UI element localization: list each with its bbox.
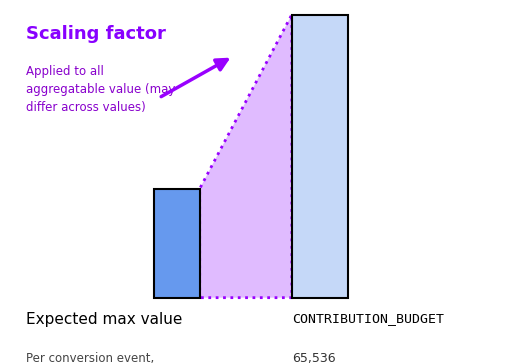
Text: CONTRIBUTION_BUDGET: CONTRIBUTION_BUDGET	[292, 312, 444, 325]
Bar	[154, 189, 200, 298]
Text: Applied to all
aggregatable value (may
differ across values): Applied to all aggregatable value (may d…	[26, 65, 175, 114]
Text: Per conversion event,
across all metrics: Per conversion event, across all metrics	[26, 352, 154, 363]
Text: Scaling factor: Scaling factor	[26, 25, 165, 44]
Text: Expected max value: Expected max value	[26, 312, 182, 327]
Text: 65,536: 65,536	[292, 352, 335, 363]
Bar	[292, 15, 348, 298]
Polygon shape	[200, 15, 292, 298]
